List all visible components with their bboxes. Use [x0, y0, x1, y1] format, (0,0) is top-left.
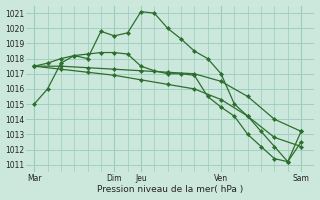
- X-axis label: Pression niveau de la mer( hPa ): Pression niveau de la mer( hPa ): [97, 185, 244, 194]
